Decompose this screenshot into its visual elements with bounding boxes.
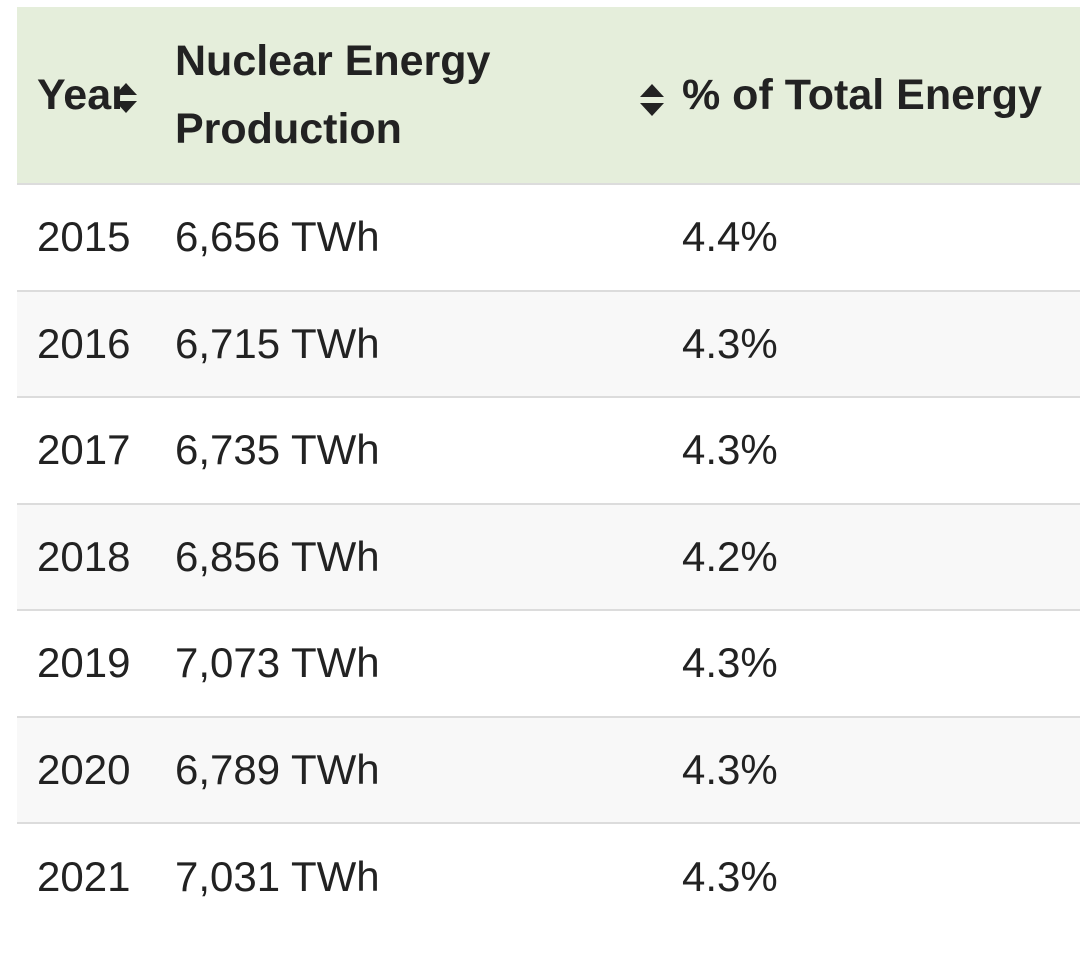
cell-percent: 4.4% [682,213,778,261]
cell-year: 2017 [37,426,131,474]
cell-production: 6,715 TWh [175,319,380,367]
cell-production: 6,789 TWh [175,745,380,793]
cell-percent: 4.3% [682,745,778,793]
cell-year: 2016 [37,319,131,367]
column-header-year[interactable]: Year [17,7,159,184]
sort-updown-icon[interactable] [113,81,139,115]
header-row: Year Nuclear Energy Production [17,7,1080,184]
table-row: 2015 6,656 TWh 4.4% [17,184,1080,291]
cell-production: 7,031 TWh [175,852,380,900]
energy-table-container: Year Nuclear Energy Production [17,7,1080,930]
table-row: 2019 7,073 TWh 4.3% [17,610,1080,717]
table-row: 2018 6,856 TWh 4.2% [17,503,1080,610]
column-header-production[interactable]: Nuclear Energy Production [159,7,664,184]
column-header-production-line2: Production [175,105,402,153]
table-row: 2021 7,031 TWh 4.3% [17,823,1080,930]
cell-percent: 4.2% [682,532,778,580]
column-header-percent-label: % of Total Energy [682,71,1042,119]
table-body: 2015 6,656 TWh 4.4% 2016 6,715 TWh 4.3% … [17,184,1080,930]
cell-production: 6,856 TWh [175,532,380,580]
column-header-production-line1: Nuclear Energy [175,37,491,85]
cell-production: 7,073 TWh [175,639,380,687]
cell-year: 2020 [37,745,131,793]
cell-year: 2019 [37,639,131,687]
sort-updown-icon[interactable] [638,82,666,118]
table-row: 2017 6,735 TWh 4.3% [17,397,1080,504]
cell-year: 2018 [37,532,131,580]
cell-percent: 4.3% [682,319,778,367]
cell-percent: 4.3% [682,639,778,687]
cell-percent: 4.3% [682,852,778,900]
cell-year: 2015 [37,213,131,261]
nuclear-energy-table: Year Nuclear Energy Production [17,7,1080,930]
column-header-year-label: Year [37,71,128,119]
cell-production: 6,735 TWh [175,426,380,474]
table-row: 2016 6,715 TWh 4.3% [17,290,1080,397]
cell-year: 2021 [37,852,131,900]
cell-production: 6,656 TWh [175,213,380,261]
cell-percent: 4.3% [682,426,778,474]
column-header-percent[interactable]: % of Total Energy [664,7,1080,184]
table-header: Year Nuclear Energy Production [17,7,1080,184]
table-row: 2020 6,789 TWh 4.3% [17,716,1080,823]
